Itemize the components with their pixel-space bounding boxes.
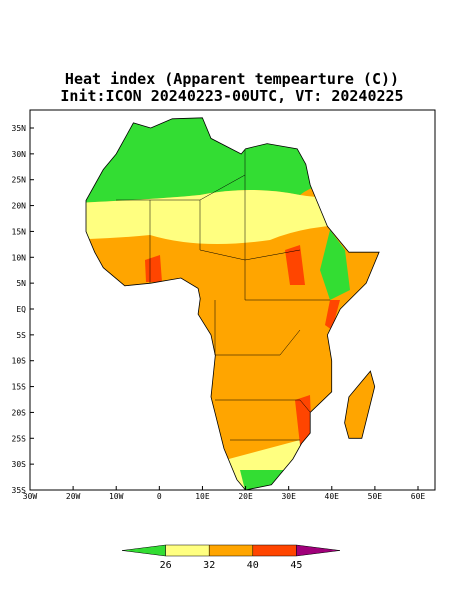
borders	[116, 150, 330, 441]
madagascar	[344, 370, 376, 439]
lat-label: 25N	[12, 176, 27, 185]
lat-label: 5S	[16, 331, 26, 340]
title: Heat index (Apparent tempearture (C))	[65, 70, 399, 88]
lat-label: 30N	[12, 150, 27, 159]
colorbar-label: 26	[160, 560, 172, 571]
lon-label: 50E	[368, 492, 383, 501]
lon-label: 10E	[195, 492, 210, 501]
lat-label: 15N	[12, 227, 27, 236]
lat-labels: 35N 30N 25N 20N 15N 10N 5N EQ 5S 10S 15S 20S 25S 30S 3…	[12, 124, 34, 495]
colorbar-segment	[296, 544, 341, 557]
lat-label: 35N	[12, 124, 27, 133]
lat-label: 35S	[12, 486, 27, 495]
lat-label: EQ	[16, 305, 26, 314]
subtitle: Init:ICON 20240223-00UTC, VT: 20240225	[60, 87, 403, 105]
colorbar-segment	[121, 544, 166, 557]
lon-labels: 30W 20W 10W 0 10E 20E 30E 40E 50E 60E	[23, 486, 426, 501]
colorbar: 26 32 40 45	[121, 544, 341, 571]
lat-label: 20N	[12, 202, 27, 211]
lat-label: 25S	[12, 434, 27, 443]
lon-label: 0	[157, 492, 162, 501]
colorbar-label: 32	[203, 560, 215, 571]
colorbar-segment	[252, 544, 297, 557]
colorbar-segment	[208, 544, 254, 557]
lat-label: 5N	[16, 279, 26, 288]
lon-label: 60E	[411, 492, 426, 501]
lon-label: 20E	[238, 492, 253, 501]
colorbar-label: 40	[247, 560, 259, 571]
lat-label: 30S	[12, 460, 27, 469]
lat-label: 15S	[12, 383, 27, 392]
lon-label: 30E	[281, 492, 296, 501]
colorbar-label: 45	[290, 560, 302, 571]
lat-label: 10N	[12, 253, 27, 262]
lon-label: 20W	[66, 492, 81, 501]
lon-label: 10W	[109, 492, 124, 501]
lat-label: 10S	[12, 357, 27, 366]
colorbar-segment	[165, 544, 210, 557]
lon-label: 30W	[23, 492, 38, 501]
lat-label: 20S	[12, 408, 27, 417]
lon-label: 40E	[325, 492, 340, 501]
